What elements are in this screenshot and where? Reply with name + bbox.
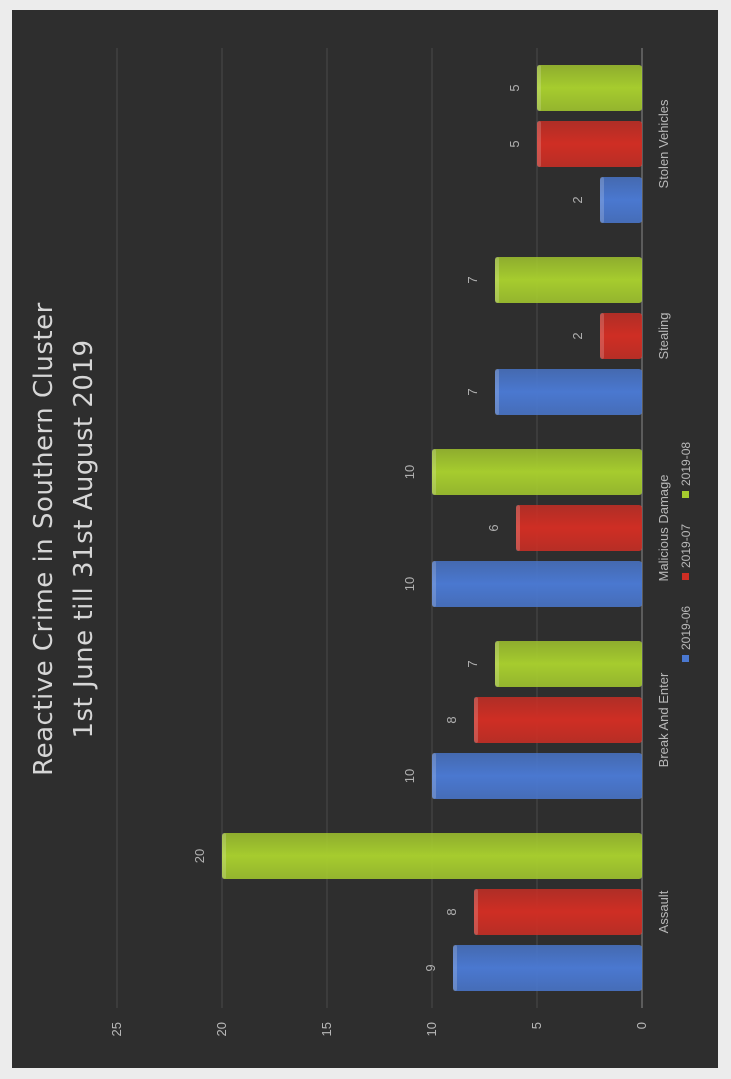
legend-label: 2019-06 [679, 606, 693, 650]
bar [516, 505, 642, 551]
bar [432, 449, 642, 495]
bar [432, 753, 642, 799]
category-labels: Assault Break And Enter Malicious Damage St… [656, 99, 671, 933]
data-label: 7 [465, 660, 480, 667]
data-label: 5 [507, 84, 522, 91]
data-labels: 9 8 20 10 8 7 10 6 10 7 2 7 2 5 5 [192, 84, 585, 971]
category-label: Assault [656, 890, 671, 933]
bar-highlight [432, 561, 436, 607]
bar-highlight [537, 65, 541, 111]
bar-highlight [432, 753, 436, 799]
y-tick-label: 5 [529, 1022, 544, 1029]
y-axis-ticks: 0 5 10 15 20 25 [109, 1022, 649, 1036]
bar [537, 121, 642, 167]
bar-highlight [495, 257, 499, 303]
y-tick-label: 15 [319, 1022, 334, 1036]
data-label: 9 [423, 964, 438, 971]
bar [222, 833, 642, 879]
bar [474, 697, 642, 743]
data-label: 2 [570, 332, 585, 339]
legend-label: 2019-08 [679, 442, 693, 486]
category-label: Break And Enter [656, 672, 671, 767]
y-tick-label: 20 [214, 1022, 229, 1036]
y-tick-label: 25 [109, 1022, 124, 1036]
bar [600, 177, 642, 223]
bars [222, 65, 642, 991]
legend-swatch [682, 573, 689, 580]
bar [432, 561, 642, 607]
bar-highlight [453, 945, 457, 991]
bar-highlight [495, 641, 499, 687]
data-label: 5 [507, 140, 522, 147]
data-label: 10 [402, 769, 417, 783]
legend-swatch [682, 491, 689, 498]
data-label: 8 [444, 716, 459, 723]
data-label: 7 [465, 276, 480, 283]
bar-highlight [600, 313, 604, 359]
bar [474, 889, 642, 935]
data-label: 20 [192, 849, 207, 863]
data-label: 10 [402, 577, 417, 591]
bar-highlight [474, 697, 478, 743]
bar-highlight [222, 833, 226, 879]
bar [600, 313, 642, 359]
category-label: Stealing [656, 313, 671, 360]
data-label: 10 [402, 465, 417, 479]
bar-highlight [495, 369, 499, 415]
legend-swatch [682, 655, 689, 662]
bar-highlight [474, 889, 478, 935]
bar-highlight [432, 449, 436, 495]
category-label: Malicious Damage [656, 475, 671, 582]
data-label: 7 [465, 388, 480, 395]
legend: 2019-06 2019-07 2019-08 [679, 442, 693, 662]
category-label: Stolen Vehicles [656, 99, 671, 188]
legend-label: 2019-07 [679, 524, 693, 568]
data-label: 2 [570, 196, 585, 203]
y-tick-label: 10 [424, 1022, 439, 1036]
bar [495, 369, 642, 415]
y-tick-label: 0 [634, 1022, 649, 1029]
data-label: 6 [486, 524, 501, 531]
data-label: 8 [444, 908, 459, 915]
chart-title: Reactive Crime in Southern Cluster [29, 302, 59, 776]
bar [495, 641, 642, 687]
bar [495, 257, 642, 303]
bar [537, 65, 642, 111]
bar-highlight [600, 177, 604, 223]
bar-highlight [516, 505, 520, 551]
bar-highlight [537, 121, 541, 167]
chart-subtitle: 1st June till 31st August 2019 [69, 339, 99, 738]
bar [453, 945, 642, 991]
